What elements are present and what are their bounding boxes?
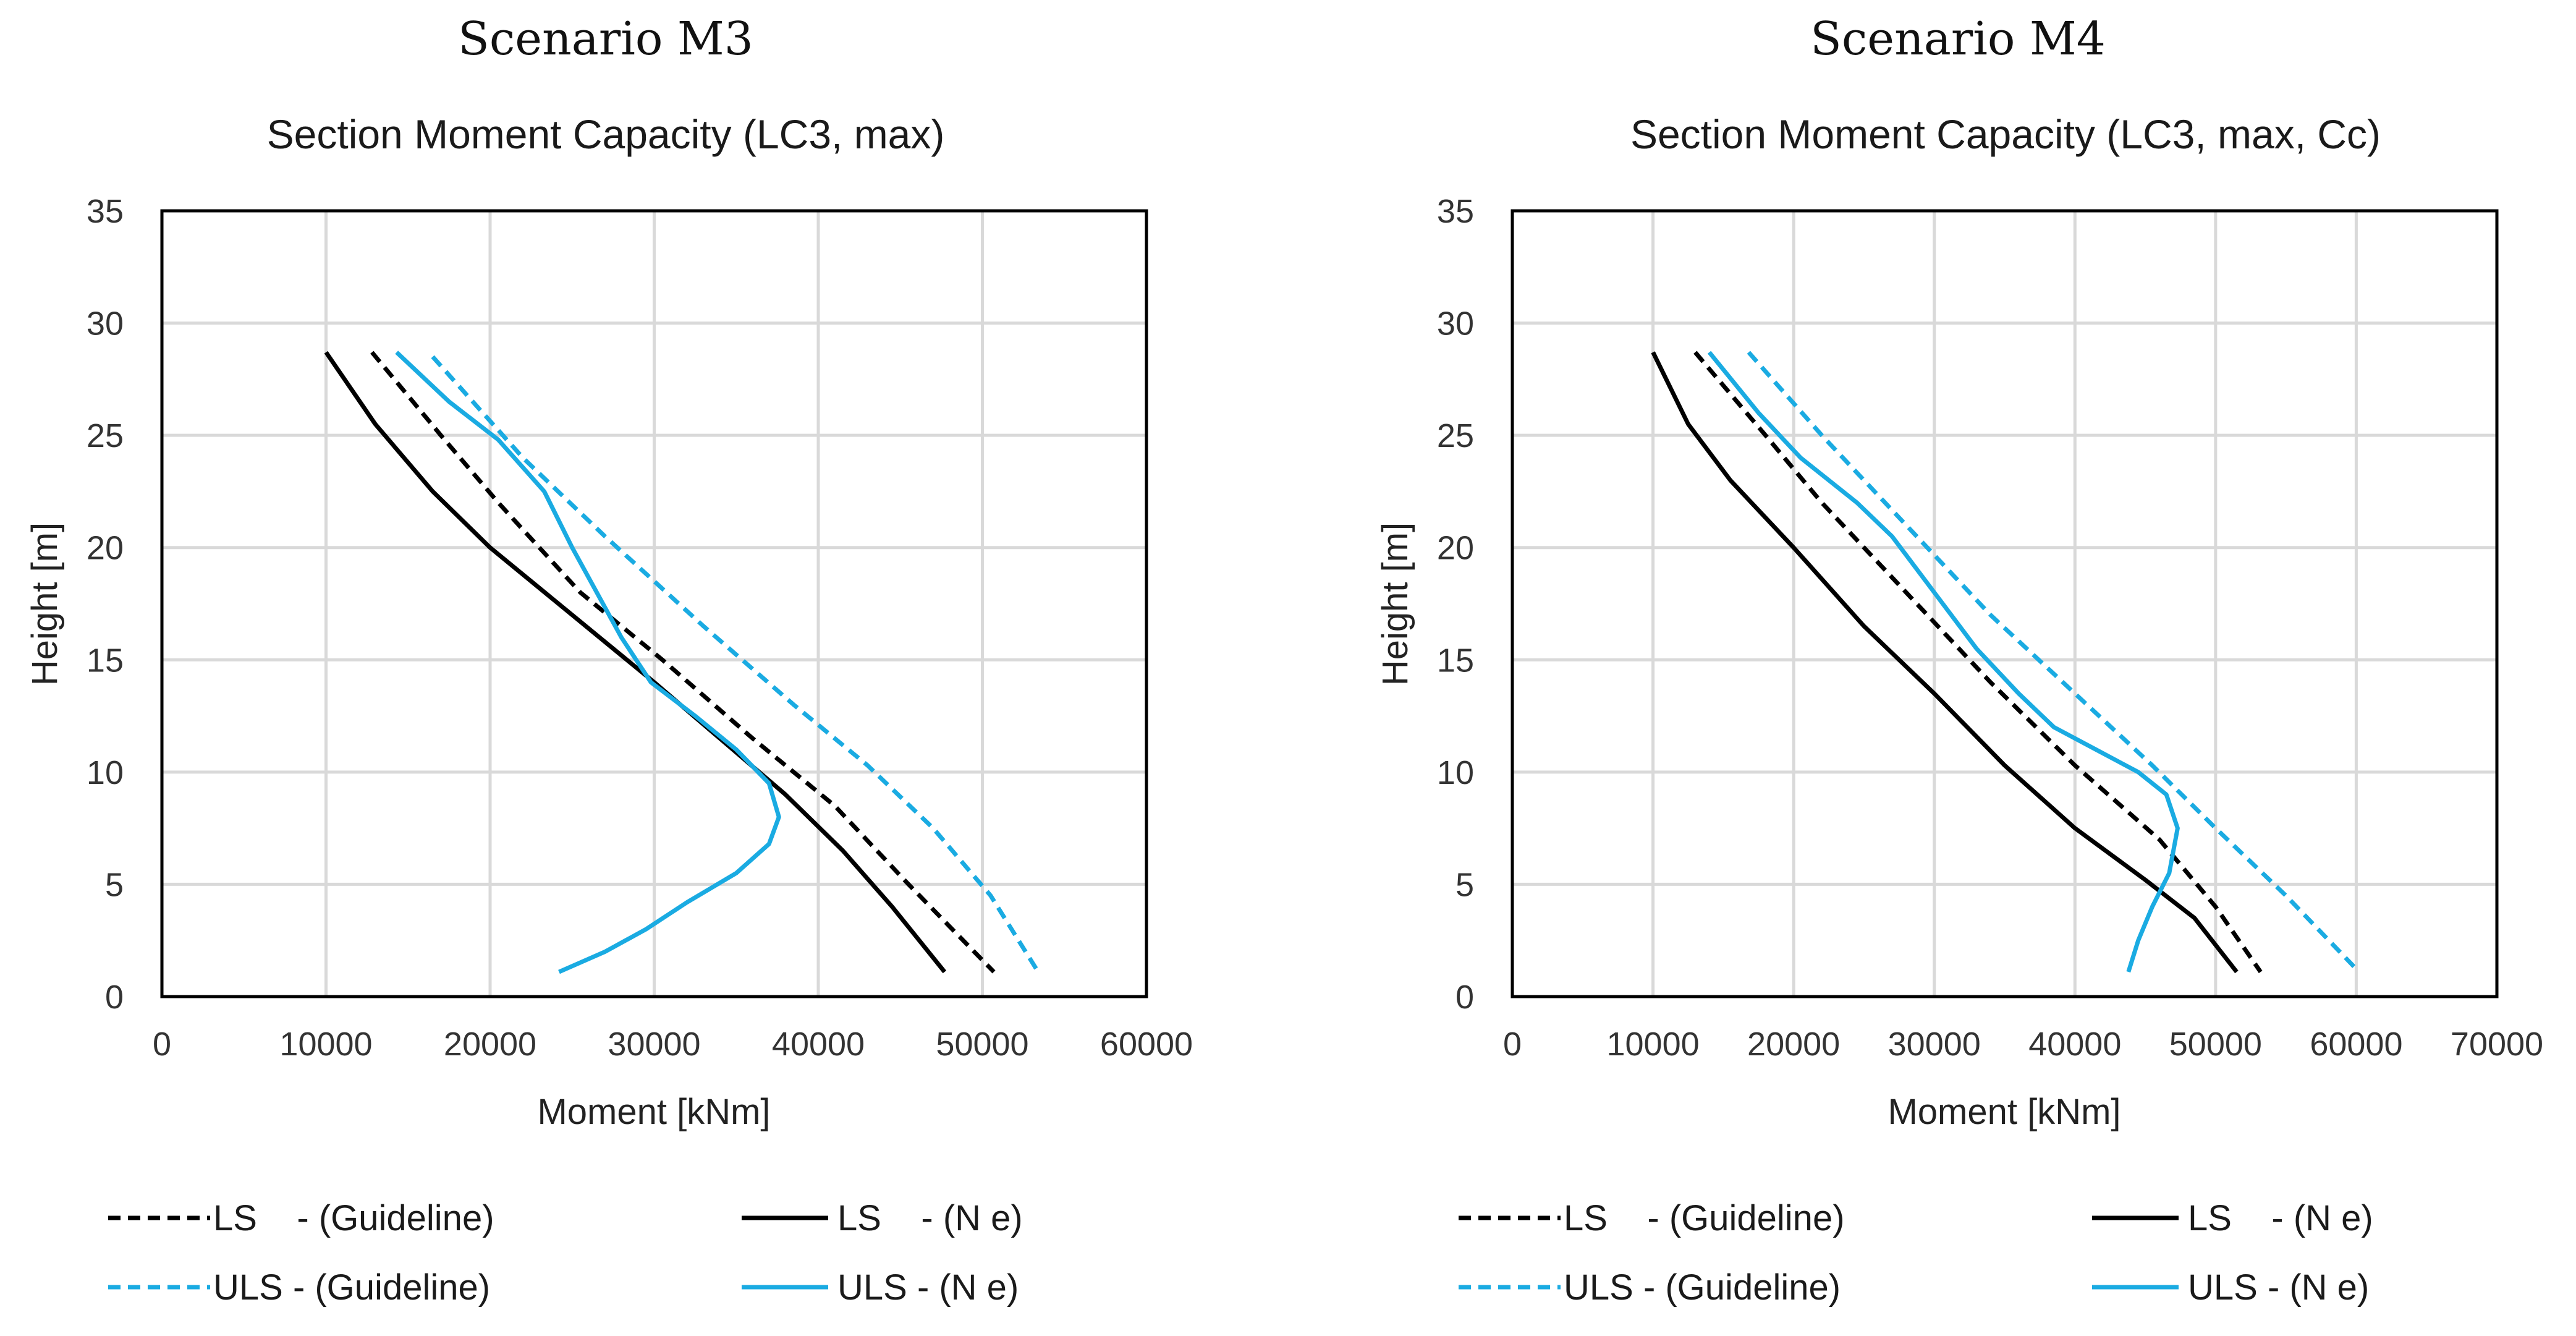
y-tick-label: 35 — [1437, 193, 1474, 230]
y-tick-label: 35 — [87, 193, 124, 230]
legend-label-ls-guideline: LS - (Guideline) — [213, 1198, 494, 1238]
legend-item: ULS - (Guideline) — [1459, 1267, 1841, 1308]
y-tick-label: 10 — [87, 754, 124, 791]
legend-item: LS - (Guideline) — [1459, 1198, 1845, 1238]
series-uls-ne-line — [395, 351, 781, 974]
y-axis-label: Height [m] — [25, 522, 65, 686]
legend-item: LS - (N e) — [2092, 1198, 2373, 1238]
x-tick-label: 20000 — [444, 1026, 536, 1063]
x-tick-label: 40000 — [2028, 1026, 2121, 1063]
y-tick-label: 15 — [87, 642, 124, 679]
x-tick-label: 30000 — [1888, 1026, 1981, 1063]
x-tick-label: 10000 — [1606, 1026, 1699, 1063]
legend-label-uls-guideline: ULS - (Guideline) — [1564, 1267, 1841, 1308]
y-tick-label: 5 — [1455, 866, 1474, 903]
legend-item: LS - (Guideline) — [108, 1198, 494, 1238]
scenario-title: Scenario M3 — [458, 12, 753, 66]
x-axis-label: Moment [kNm] — [537, 1092, 770, 1132]
tick-labels: 0 10000 20000 30000 40000 50000 60000 70000 0 5 10… — [1437, 193, 2543, 1063]
y-axis-label: Height [m] — [1375, 522, 1415, 686]
x-tick-label: 70000 — [2451, 1026, 2543, 1063]
series-ls-guideline-line — [1693, 351, 2263, 974]
scenario-title: Scenario M4 — [1810, 12, 2106, 66]
x-tick-label: 60000 — [2310, 1026, 2402, 1063]
x-tick-label: 10000 — [279, 1026, 372, 1063]
gridlines — [162, 211, 1146, 997]
x-tick-label: 50000 — [936, 1026, 1028, 1063]
legend-label-ls-ne: LS - (N e) — [2188, 1198, 2373, 1238]
legend-label-uls-ne: ULS - (N e) — [2188, 1267, 2369, 1308]
y-tick-label: 0 — [1455, 979, 1474, 1016]
x-tick-label: 20000 — [1747, 1026, 1840, 1063]
legend: LS - (Guideline) LS - (N e) ULS - (Guide… — [1459, 1198, 2373, 1308]
y-tick-label: 5 — [105, 866, 124, 903]
legend-item: ULS - (N e) — [2092, 1267, 2369, 1308]
chart-title: Section Moment Capacity (LC3, max) — [267, 111, 945, 157]
x-tick-label: 0 — [1503, 1026, 1522, 1063]
chart-title: Section Moment Capacity (LC3, max, Cc) — [1630, 111, 2381, 157]
series-lines — [324, 351, 1040, 974]
y-tick-label: 20 — [1437, 530, 1474, 567]
x-tick-label: 40000 — [772, 1026, 865, 1063]
x-tick-label: 60000 — [1100, 1026, 1193, 1063]
plot-area-frame — [1510, 209, 2499, 998]
x-axis-label: Moment [kNm] — [1888, 1092, 2121, 1132]
tick-labels: 0 10000 20000 30000 40000 50000 60000 0 5 10 15 20 2… — [87, 193, 1193, 1063]
plot-area-frame — [160, 209, 1148, 998]
legend-label-uls-guideline: ULS - (Guideline) — [213, 1267, 490, 1308]
series-ls-ne-line — [1651, 351, 2239, 974]
y-tick-label: 15 — [1437, 642, 1474, 679]
series-uls-ne-line — [1707, 351, 2180, 973]
legend-item: LS - (N e) — [742, 1198, 1023, 1238]
legend-label-ls-ne: LS - (N e) — [837, 1198, 1023, 1238]
series-ls-guideline-line — [370, 351, 996, 974]
x-tick-label: 30000 — [608, 1026, 700, 1063]
x-tick-label: 50000 — [2169, 1026, 2262, 1063]
y-tick-label: 10 — [1437, 754, 1474, 791]
y-tick-label: 0 — [105, 979, 124, 1016]
y-tick-label: 25 — [1437, 417, 1474, 454]
y-tick-label: 30 — [87, 305, 124, 343]
legend-item: ULS - (N e) — [742, 1267, 1019, 1308]
series-lines — [1651, 351, 2361, 974]
y-tick-label: 25 — [87, 417, 124, 454]
series-uls-guideline-line — [1747, 351, 2361, 974]
legend-label-uls-ne: ULS - (N e) — [837, 1267, 1019, 1308]
chart-panel-m3: Scenario M3 Section Moment Capacity (LC3… — [25, 12, 1193, 1308]
y-tick-label: 30 — [1437, 305, 1474, 343]
series-uls-guideline-line — [431, 355, 1040, 973]
legend-label-ls-guideline: LS - (Guideline) — [1564, 1198, 1845, 1238]
legend-item: ULS - (Guideline) — [108, 1267, 490, 1308]
chart-panel-m4: Scenario M4 Section Moment Capacity (LC3… — [1375, 12, 2543, 1308]
legend: LS - (Guideline) LS - (N e) ULS - (Guide… — [108, 1198, 1023, 1308]
y-tick-label: 20 — [87, 530, 124, 567]
x-tick-label: 0 — [153, 1026, 171, 1063]
gridlines — [1512, 211, 2497, 997]
